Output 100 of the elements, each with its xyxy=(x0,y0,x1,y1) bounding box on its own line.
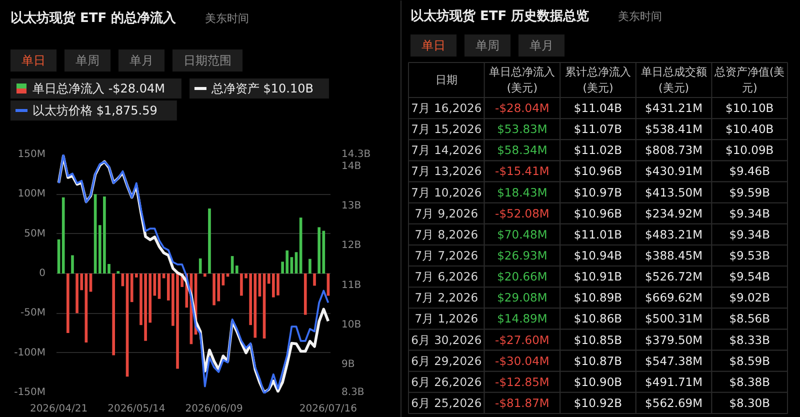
text: 单周 xyxy=(76,54,100,68)
data-label: $10.90B xyxy=(574,374,622,389)
data-label: $53.83M xyxy=(497,122,548,136)
data-label: $9.53B xyxy=(729,248,770,262)
data-label: -$52.08M xyxy=(495,206,550,220)
bar xyxy=(198,258,202,274)
data-label: -$28.04M xyxy=(495,101,550,116)
data-label: $10.85B xyxy=(574,332,622,347)
data-label: $10.89B xyxy=(574,290,622,305)
data-label: $500.31M xyxy=(645,312,703,326)
y-tick-label: 7月 2,2026 xyxy=(414,290,478,305)
bar xyxy=(162,274,166,278)
data-label: $526.72M xyxy=(645,270,703,284)
chart-title: 以太坊现货 ETF 的总净流入 xyxy=(10,10,178,26)
data-label: $538.41M xyxy=(645,122,703,136)
y-tick-label: 7月 9,2026 xyxy=(414,206,478,220)
data-label: $379.50M xyxy=(645,332,703,347)
data-label: $11.02B xyxy=(574,143,622,158)
data-label: -$12.85M xyxy=(495,374,550,389)
data-label: $491.71M xyxy=(645,374,703,389)
y2-tick-label: 11B xyxy=(342,280,362,291)
x-tick-label: 2026/07/16 xyxy=(299,404,358,414)
legend-label: 单日总净流入 -$28.04M xyxy=(32,82,165,96)
data-label: $430.91M xyxy=(645,164,703,178)
data-label: $483.21M xyxy=(645,227,703,242)
x-tick-label: 单日总成交额(美元) xyxy=(640,65,707,95)
data-label: $8.59B xyxy=(729,354,770,368)
y-tick-label: 150M xyxy=(18,149,46,160)
data-label: -$27.60M xyxy=(495,332,550,347)
text: 单日 xyxy=(422,38,446,52)
data-label: $14.89M xyxy=(497,312,548,326)
data-label: $10.91B xyxy=(574,270,622,284)
x-tick-label: 单日总净流入(美元) xyxy=(489,65,556,95)
x-tick-label: 总资产净值(美元) xyxy=(713,65,785,95)
y2-tick-label: 10B xyxy=(342,320,362,331)
y-tick-label: 7月 16,2026 xyxy=(411,101,482,116)
data-label: $413.50M xyxy=(645,185,703,200)
data-label: $10.09B xyxy=(726,143,774,158)
y2-tick-label: 12B xyxy=(342,240,362,252)
bar xyxy=(66,274,70,333)
data-label: $18.43M xyxy=(497,185,548,200)
y2-tick-label: 14B xyxy=(342,160,362,172)
data-label: $9.02B xyxy=(729,290,770,305)
legend-label: 以太坊价格 $1,875.59 xyxy=(32,104,158,118)
data-label: $8.33B xyxy=(729,332,770,347)
y-tick-label: 7月 6,2026 xyxy=(414,270,478,284)
data-label: $10.97B xyxy=(574,185,622,200)
y-tick-label: 7月 1,2026 xyxy=(414,312,478,326)
data-label: $10.10B xyxy=(726,101,774,116)
data-label: -$15.41M xyxy=(495,164,550,178)
text: 单月 xyxy=(530,38,554,52)
y2-tick-label: 14.3B xyxy=(342,149,371,160)
bar xyxy=(308,258,312,274)
data-label: $29.08M xyxy=(497,290,548,305)
y-tick-label: 6月 25,2026 xyxy=(411,396,482,410)
data-label: $562.69M xyxy=(645,396,703,410)
data-label: $10.96B xyxy=(574,164,622,178)
chart-title: 以太坊现货 ETF 历史数据总览 xyxy=(410,8,590,24)
y-tick-label: 0 xyxy=(39,268,46,279)
x-tick-label: 2026/05/14 xyxy=(108,404,166,414)
bar xyxy=(208,208,211,274)
data-label: $70.48M xyxy=(497,227,548,242)
data-label: $9.34B xyxy=(729,227,770,242)
y2-tick-label: 13B xyxy=(342,200,362,212)
y2-tick-label: 9B xyxy=(342,359,355,370)
data-label: $20.66M xyxy=(497,270,548,284)
chart-subtitle: 美东时间 xyxy=(204,12,249,25)
data-label: $431.21M xyxy=(645,101,703,116)
data-label: $388.45M xyxy=(645,248,703,262)
data-label: $9.59B xyxy=(729,185,770,200)
data-label: $10.92B xyxy=(574,396,622,410)
bar xyxy=(304,274,307,315)
data-label: $547.38M xyxy=(645,354,703,368)
data-label: $10.96B xyxy=(574,206,622,220)
data-label: $10.94B xyxy=(574,248,622,262)
y-tick-label: 100M xyxy=(18,188,46,200)
y2-tick-label: 8.3B xyxy=(342,387,364,398)
data-label: $10.87B xyxy=(574,354,622,368)
data-label: $10.86B xyxy=(574,312,622,326)
bar xyxy=(62,197,65,274)
data-label: $58.34M xyxy=(497,143,548,158)
text: 单月 xyxy=(130,54,154,68)
x-tick-label: 累计总净流入(美元) xyxy=(565,65,631,95)
data-label: $8.30B xyxy=(729,396,770,410)
bar xyxy=(204,274,206,277)
data-label: $11.04B xyxy=(574,101,622,116)
x-tick-label: 2026/06/09 xyxy=(185,404,243,414)
y-axis-title: 日期 xyxy=(435,74,458,86)
bar xyxy=(112,274,115,356)
data-label: $8.56B xyxy=(729,312,770,326)
y-tick-label: 7月 13,2026 xyxy=(411,164,482,178)
y-tick-label: 7月 8,2026 xyxy=(414,227,478,242)
y-tick-label: -100M xyxy=(14,347,46,358)
y-tick-label: 6月 29,2026 xyxy=(411,354,482,368)
text: 单周 xyxy=(476,38,500,52)
data-label: $8.38B xyxy=(729,374,770,389)
text: 日期范围 xyxy=(184,54,232,68)
data-label: $26.93M xyxy=(497,248,548,262)
y-tick-label: 6月 26,2026 xyxy=(411,374,482,389)
data-label: -$81.87M xyxy=(495,396,550,410)
